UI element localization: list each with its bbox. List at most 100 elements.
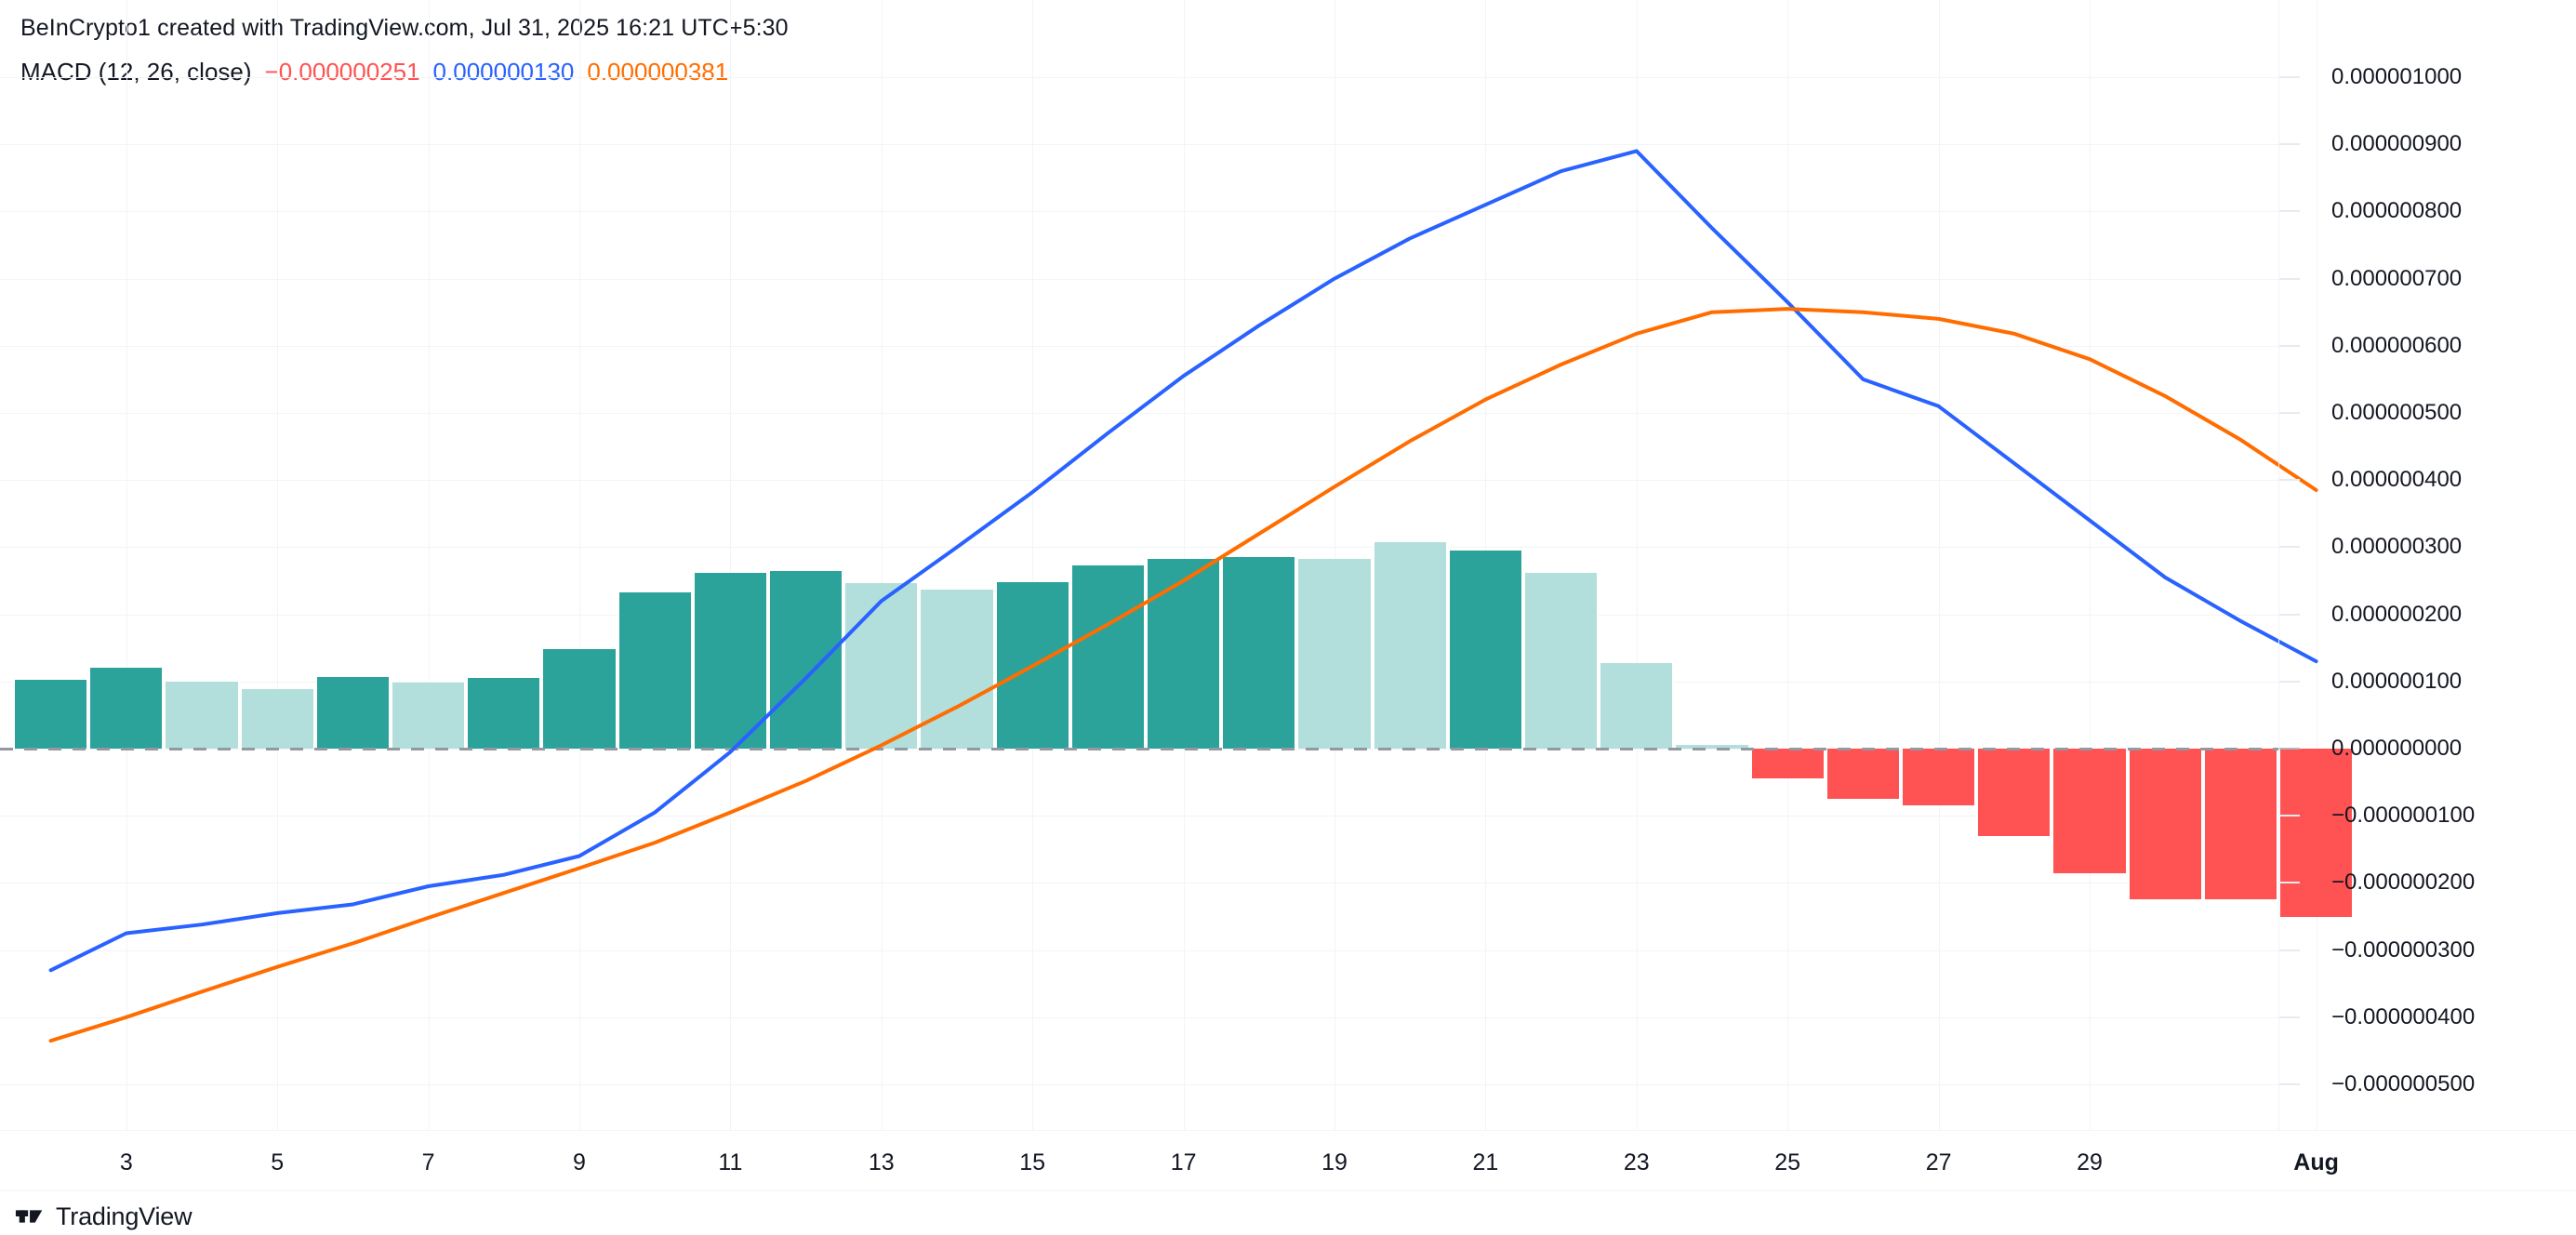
histogram-bar [1599, 662, 1675, 749]
price-axis-tick [2279, 479, 2300, 482]
histogram-bar [1749, 749, 1826, 779]
gridline-horizontal [0, 1084, 2278, 1085]
price-axis-tick [2279, 546, 2300, 549]
time-axis-label: 7 [421, 1149, 435, 1175]
gridline-horizontal [0, 480, 2278, 482]
gridline-horizontal [0, 816, 2278, 817]
time-axis-label: 19 [1321, 1149, 1348, 1175]
price-axis-label: 0.000000500 [2331, 400, 2463, 425]
price-axis-label: −0.000000400 [2331, 1003, 2476, 1029]
time-axis-label: 13 [868, 1149, 895, 1175]
time-axis-label: 11 [718, 1149, 743, 1175]
histogram-bar [692, 572, 768, 749]
histogram-bar [2052, 749, 2128, 873]
time-axis-label: 5 [271, 1149, 285, 1175]
histogram-bar [314, 676, 391, 749]
histogram-bar [2278, 749, 2355, 918]
chart-plot-area[interactable] [0, 0, 2355, 1130]
histogram-bar [768, 570, 844, 749]
gridline-vertical [428, 0, 430, 1130]
price-axis-tick [2279, 613, 2300, 616]
histogram-bar [1976, 749, 2052, 836]
legend-histogram-value: −0.000000251 [264, 58, 420, 86]
gridline-vertical [579, 0, 580, 1130]
price-axis-label: −0.000000200 [2331, 870, 2476, 896]
legend-signal-value: 0.000000381 [587, 58, 729, 86]
histogram-bar [1825, 749, 1901, 800]
price-axis-label: 0.000000600 [2331, 332, 2463, 358]
price-axis-tick [2279, 680, 2300, 683]
price-axis-tick [2279, 748, 2300, 750]
price-axis-label: −0.000000300 [2331, 936, 2476, 963]
histogram-bar [1447, 551, 1523, 749]
price-axis-label: −0.000000100 [2331, 803, 2476, 829]
gridline-horizontal [0, 211, 2278, 213]
gridline-vertical [2090, 0, 2091, 1130]
time-axis[interactable]: 3 5 7 9 11 13 15 17 19 21 23 25 27 29 Aug [0, 1130, 2576, 1191]
price-axis-tick [2279, 210, 2300, 213]
gridline-horizontal [0, 413, 2278, 414]
gridline-vertical [730, 0, 732, 1130]
time-axis-label: 3 [119, 1149, 133, 1175]
gridline-vertical [881, 0, 883, 1130]
time-axis-label: 27 [1925, 1149, 1952, 1175]
price-axis-label: 0.000000100 [2331, 668, 2463, 694]
price-axis-label: 0.000001000 [2331, 64, 2463, 89]
price-axis-label: 0.000000000 [2331, 736, 2463, 761]
price-axis-tick [2279, 76, 2300, 78]
gridline-vertical [126, 0, 127, 1130]
price-axis-tick [2279, 815, 2300, 817]
price-axis-label: 0.000000900 [2331, 131, 2463, 157]
price-axis-label: 0.000000300 [2331, 534, 2463, 560]
price-axis-tick [2279, 1016, 2300, 1018]
tradingview-logo-icon [15, 1210, 43, 1223]
gridline-horizontal [0, 77, 2278, 78]
time-axis-label: 17 [1170, 1149, 1197, 1175]
time-axis-label: 21 [1472, 1149, 1499, 1175]
signal-line [48, 307, 2318, 1043]
legend-indicator-title: MACD (12, 26, close) [20, 58, 252, 86]
time-axis-label: 25 [1774, 1149, 1801, 1175]
price-axis[interactable]: 0.000001000 0.000000900 0.000000800 0.00000… [2278, 0, 2576, 1130]
tradingview-brand-label: TradingView [56, 1202, 193, 1230]
time-axis-label: 15 [1019, 1149, 1046, 1175]
price-axis-tick [2279, 1083, 2300, 1085]
gridline-horizontal [0, 345, 2278, 347]
price-axis-label: 0.000000800 [2331, 198, 2463, 224]
gridline-horizontal [0, 278, 2278, 280]
price-axis-tick [2279, 882, 2300, 884]
price-axis-label: 0.000000400 [2331, 467, 2463, 493]
histogram-bar [843, 582, 920, 749]
macd-line-layer [48, 149, 2318, 1043]
time-axis-label: 9 [573, 1149, 586, 1175]
price-axis-tick [2279, 344, 2300, 347]
price-axis-tick [2279, 277, 2300, 280]
histogram-bar [1674, 744, 1750, 749]
histogram-bar [88, 667, 165, 749]
price-axis-label: 0.000000200 [2331, 601, 2463, 627]
histogram-bar [239, 689, 315, 749]
histogram-bar [2127, 749, 2203, 900]
histogram-bar [391, 683, 467, 749]
gridline-vertical [1636, 0, 1638, 1130]
chart-legend: MACD (12, 26, close) −0.000000251 0.000000… [20, 58, 728, 86]
histogram-bar [1221, 557, 1297, 749]
histogram-bar [1372, 542, 1448, 749]
attribution-text: BeInCrypto1 created with TradingView.com… [20, 15, 789, 41]
gridline-horizontal [0, 1016, 2278, 1018]
price-axis-label: −0.000000500 [2331, 1071, 2476, 1096]
histogram-bar [164, 681, 240, 749]
gridline-horizontal [0, 949, 2278, 951]
histogram-bar [1146, 559, 1222, 749]
histogram-bar [617, 592, 693, 749]
histogram-bar [1901, 749, 1977, 806]
time-axis-label: 29 [2077, 1149, 2103, 1175]
zero-line [0, 748, 2278, 750]
price-axis-tick [2279, 412, 2300, 414]
histogram-bar [1523, 572, 1600, 749]
histogram-bar [1296, 558, 1373, 749]
price-axis-tick [2279, 143, 2300, 146]
gridline-horizontal [0, 547, 2278, 549]
histogram-bar [541, 649, 617, 749]
gridline-horizontal [0, 144, 2278, 146]
